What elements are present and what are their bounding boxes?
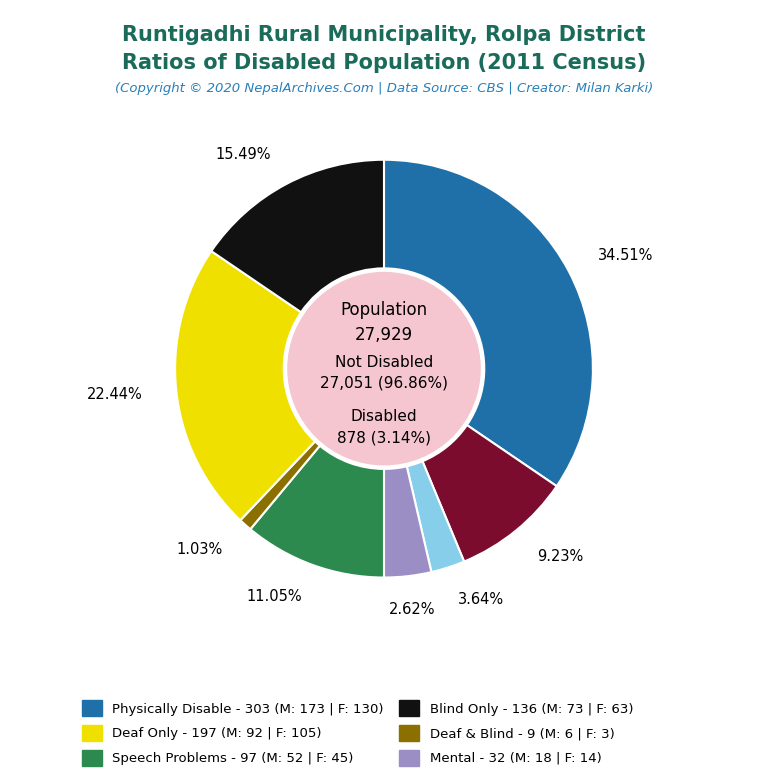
Wedge shape — [175, 251, 315, 520]
Wedge shape — [250, 445, 384, 578]
Wedge shape — [407, 462, 464, 572]
Text: Runtigadhi Rural Municipality, Rolpa District: Runtigadhi Rural Municipality, Rolpa Dis… — [122, 25, 646, 45]
Wedge shape — [384, 466, 432, 578]
Text: 11.05%: 11.05% — [246, 589, 302, 604]
Wedge shape — [211, 160, 384, 313]
Text: 2.62%: 2.62% — [389, 602, 435, 617]
Text: Not Disabled
27,051 (96.86%): Not Disabled 27,051 (96.86%) — [320, 355, 448, 391]
Wedge shape — [240, 442, 319, 529]
Text: 15.49%: 15.49% — [215, 147, 270, 162]
Text: Disabled
878 (3.14%): Disabled 878 (3.14%) — [337, 409, 431, 445]
Text: 3.64%: 3.64% — [458, 592, 505, 607]
Text: (Copyright © 2020 NepalArchives.Com | Data Source: CBS | Creator: Milan Karki): (Copyright © 2020 NepalArchives.Com | Da… — [115, 82, 653, 94]
Text: 9.23%: 9.23% — [537, 549, 583, 564]
Text: Population
27,929: Population 27,929 — [340, 301, 428, 344]
Text: 22.44%: 22.44% — [88, 387, 143, 402]
Wedge shape — [422, 425, 557, 561]
Circle shape — [288, 273, 480, 465]
Text: 1.03%: 1.03% — [177, 542, 223, 558]
Wedge shape — [384, 160, 593, 486]
Text: Ratios of Disabled Population (2011 Census): Ratios of Disabled Population (2011 Cens… — [122, 53, 646, 73]
Text: 34.51%: 34.51% — [598, 248, 654, 263]
Legend: Physically Disable - 303 (M: 173 | F: 130), Deaf Only - 197 (M: 92 | F: 105), Sp: Physically Disable - 303 (M: 173 | F: 13… — [81, 700, 687, 768]
